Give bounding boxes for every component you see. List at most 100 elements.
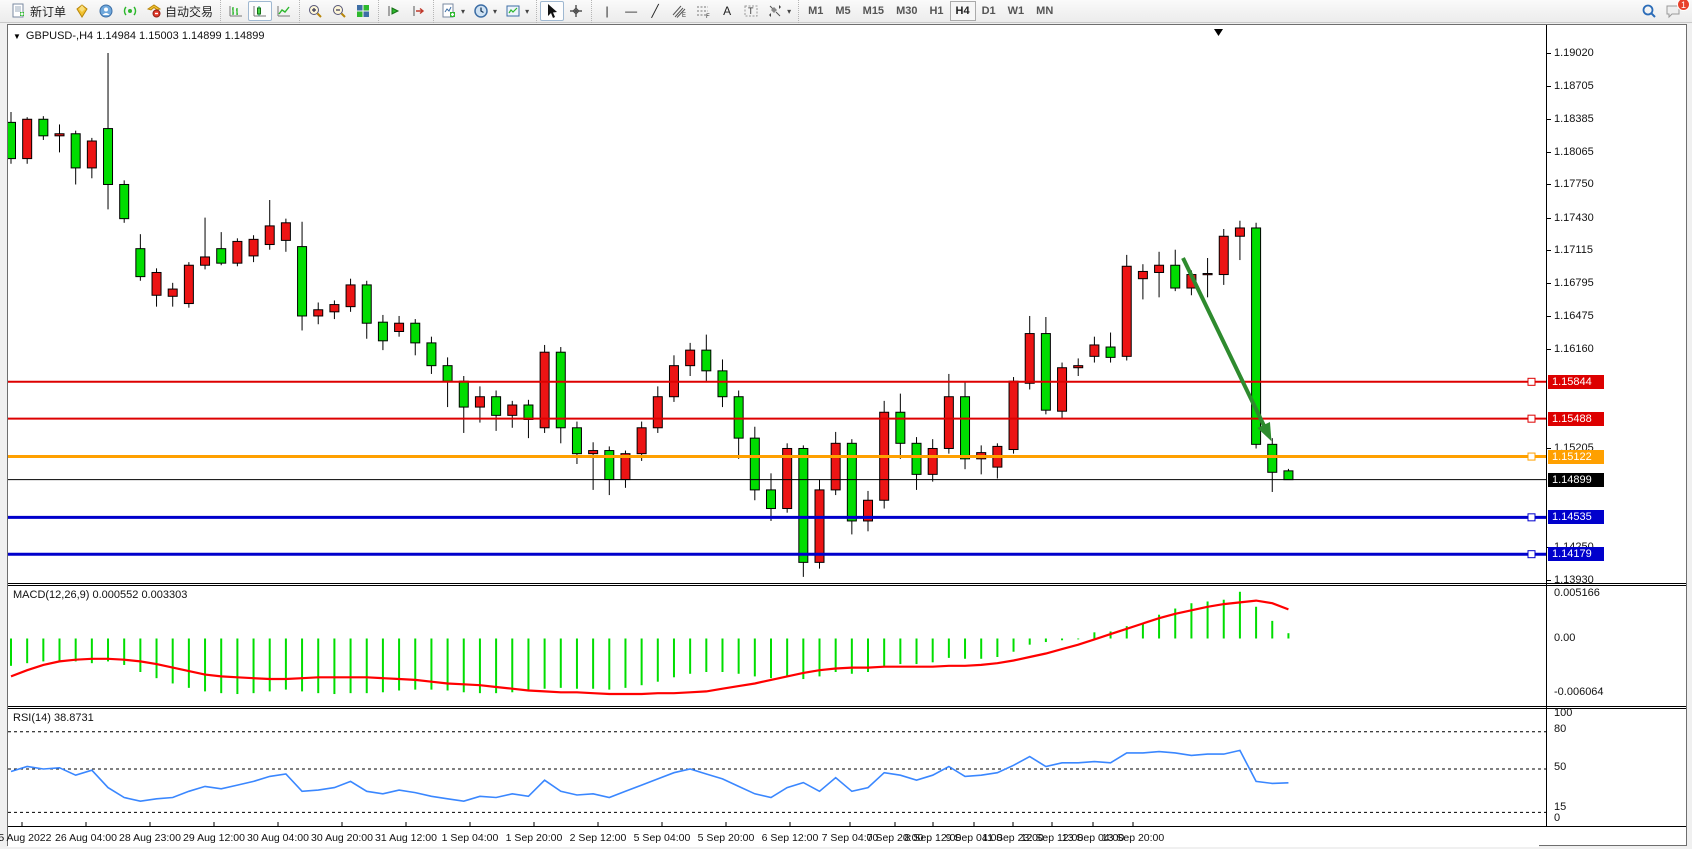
- templates-icon: [506, 5, 520, 17]
- rsi-pane[interactable]: [8, 709, 1546, 826]
- fibonacci-icon: F: [697, 6, 710, 19]
- line-handle[interactable]: [1527, 452, 1536, 461]
- channel-tool-button[interactable]: E: [667, 1, 691, 21]
- clock-icon: [474, 4, 488, 18]
- zoom-out-button[interactable]: [327, 1, 351, 21]
- price-tick-label: 1.13930: [1554, 573, 1594, 586]
- text-tool-button[interactable]: A: [715, 1, 739, 21]
- auto-trading-button[interactable]: 自动交易: [142, 1, 217, 21]
- candle-bullish: [636, 427, 647, 455]
- pane-separator-1a[interactable]: [8, 583, 1686, 584]
- price-tick: [1546, 349, 1551, 351]
- candle-bullish: [1008, 380, 1019, 451]
- new-order-button[interactable]: 新订单: [7, 1, 70, 21]
- cursor-tool-button[interactable]: [540, 1, 565, 21]
- price-tick: [1546, 184, 1551, 186]
- timeframe-button-h1[interactable]: H1: [929, 5, 944, 17]
- candle-bearish: [1251, 227, 1262, 445]
- candle-bullish: [539, 351, 550, 429]
- line-handle[interactable]: [1527, 550, 1536, 559]
- templates-button[interactable]: ▾: [501, 1, 533, 21]
- candle-bearish: [458, 380, 469, 408]
- candle-bullish: [1137, 270, 1148, 280]
- pane-separator-2b[interactable]: [8, 708, 1686, 709]
- indicators-caret-icon: ▾: [461, 6, 466, 16]
- indicators-button[interactable]: ▾: [437, 1, 469, 21]
- crosshair-tool-button[interactable]: [564, 1, 588, 21]
- line-chart-type-button[interactable]: [272, 1, 296, 21]
- candle-bearish: [749, 437, 760, 491]
- candle-bullish: [830, 442, 841, 491]
- pane-separator-1b[interactable]: [8, 585, 1686, 586]
- notification-badge: 1: [1677, 0, 1690, 11]
- chat-button[interactable]: 1: [1661, 0, 1690, 21]
- candlestick-type-button[interactable]: [248, 1, 273, 21]
- chart-collapse-icon[interactable]: ▼: [13, 31, 21, 41]
- price-tick: [1546, 447, 1551, 449]
- line-handle[interactable]: [1527, 513, 1536, 522]
- date-label: 13 Sep 20:00: [1101, 832, 1165, 844]
- timeframe-button-h4[interactable]: H4: [949, 1, 976, 21]
- chart-shift-button[interactable]: [406, 1, 430, 21]
- tile-windows-button[interactable]: [351, 1, 375, 21]
- hline-tool-button[interactable]: —: [619, 1, 643, 21]
- shapes-tool-button[interactable]: ▾: [763, 1, 795, 21]
- bar-chart-type-button[interactable]: [224, 1, 248, 21]
- rsi-value: 38.8731: [53, 712, 94, 724]
- price-tick-label: 1.16160: [1554, 343, 1594, 356]
- candle-bearish: [1170, 264, 1181, 289]
- zoom-in-button[interactable]: [303, 1, 327, 21]
- candle-bearish: [1283, 470, 1294, 481]
- date-label: 6 Sep 12:00: [761, 832, 819, 844]
- trendline-tool-button[interactable]: ╱: [643, 1, 667, 21]
- date-label: 25 Aug 2022: [0, 832, 52, 844]
- timeframe-button-m1[interactable]: M1: [808, 5, 824, 17]
- vline-tool-button[interactable]: |: [595, 1, 619, 21]
- new-order-icon: [12, 3, 24, 18]
- candle-bullish: [474, 396, 485, 408]
- price-scale-divider[interactable]: [1546, 25, 1547, 826]
- line-handle[interactable]: [1527, 414, 1536, 423]
- timeframe-button-m15[interactable]: M15: [862, 5, 885, 17]
- pane-separator-2a[interactable]: [8, 706, 1686, 707]
- candlestick-icon: [253, 6, 267, 17]
- fibonacci-tool-button[interactable]: F: [691, 1, 715, 21]
- market-button[interactable]: [70, 1, 94, 21]
- shapes-arrows-icon: [769, 5, 782, 17]
- templates-caret-icon: ▾: [525, 6, 530, 16]
- price-tick: [1546, 579, 1551, 581]
- svg-text:E: E: [682, 13, 686, 19]
- date-label: 31 Aug 12:00: [375, 832, 437, 844]
- label-tool-button[interactable]: T: [739, 1, 763, 21]
- candle-bullish: [280, 222, 291, 241]
- chart-shift-marker[interactable]: [1214, 29, 1223, 36]
- timeframe-button-w1[interactable]: W1: [1007, 5, 1025, 17]
- auto-scroll-button[interactable]: [382, 1, 406, 21]
- periods-button[interactable]: ▾: [469, 1, 501, 21]
- search-icon: [1642, 4, 1656, 18]
- candle-bullish: [782, 447, 793, 510]
- timeframe-button-m5[interactable]: M5: [835, 5, 851, 17]
- line-handle[interactable]: [1527, 377, 1536, 386]
- date-label: 1 Sep 04:00: [441, 832, 499, 844]
- signals-button[interactable]: [118, 1, 142, 21]
- candle-bullish: [54, 133, 65, 137]
- trend-arrow-annotation[interactable]: [1181, 257, 1270, 435]
- main-price-pane[interactable]: [8, 25, 1546, 583]
- price-tick: [1546, 118, 1551, 120]
- candle-bullish: [329, 304, 340, 313]
- timeframe-button-d1[interactable]: D1: [981, 5, 996, 17]
- timeframe-button-mn[interactable]: MN: [1036, 5, 1054, 17]
- macd-pane[interactable]: [8, 586, 1546, 706]
- timeframe-button-m30[interactable]: M30: [896, 5, 918, 17]
- price-line-badge-1.14899: 1.14899: [1548, 472, 1604, 487]
- candle-bearish: [38, 118, 49, 137]
- price-line-badge-1.14535: 1.14535: [1548, 510, 1604, 525]
- date-label: 28 Aug 23:00: [119, 832, 181, 844]
- bar-chart-icon: [229, 6, 243, 17]
- candle-bullish: [507, 404, 518, 416]
- search-button[interactable]: [1637, 1, 1661, 21]
- indicators-add-icon: [442, 3, 456, 18]
- community-button[interactable]: [94, 1, 118, 21]
